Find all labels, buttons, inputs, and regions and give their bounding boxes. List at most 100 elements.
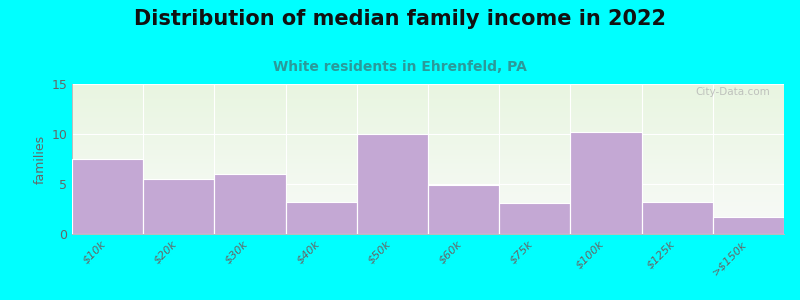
- Bar: [72, 154, 784, 155]
- Bar: [72, 159, 784, 160]
- Bar: [72, 125, 784, 126]
- Bar: [72, 139, 784, 140]
- Bar: [72, 176, 784, 177]
- Bar: [72, 100, 784, 101]
- Bar: [72, 198, 784, 199]
- Bar: [72, 209, 784, 210]
- Bar: [72, 193, 784, 194]
- Bar: [72, 173, 784, 174]
- Bar: [72, 140, 784, 141]
- Bar: [72, 85, 784, 86]
- Bar: [72, 91, 784, 92]
- Bar: [72, 195, 784, 196]
- Bar: [642, 202, 713, 234]
- Bar: [72, 113, 784, 114]
- Bar: [72, 148, 784, 149]
- Bar: [72, 117, 784, 118]
- Bar: [570, 132, 642, 234]
- Bar: [72, 197, 784, 198]
- Bar: [72, 179, 784, 180]
- Bar: [72, 210, 784, 211]
- Bar: [72, 191, 784, 192]
- Bar: [72, 177, 784, 178]
- Bar: [72, 106, 784, 107]
- Bar: [72, 156, 784, 157]
- Bar: [72, 204, 784, 205]
- Bar: [72, 172, 784, 173]
- Bar: [72, 144, 784, 145]
- Bar: [72, 211, 784, 212]
- Bar: [72, 155, 784, 156]
- Bar: [72, 142, 784, 143]
- Bar: [72, 185, 784, 186]
- Bar: [72, 130, 784, 131]
- Bar: [72, 103, 784, 104]
- Bar: [72, 86, 784, 87]
- Bar: [72, 123, 784, 124]
- Bar: [72, 128, 784, 129]
- Bar: [72, 137, 784, 138]
- Bar: [72, 160, 784, 161]
- Bar: [72, 192, 784, 193]
- Bar: [72, 118, 784, 119]
- Bar: [72, 151, 784, 152]
- Bar: [72, 222, 784, 223]
- Bar: [72, 116, 784, 117]
- Bar: [72, 215, 784, 216]
- Bar: [72, 153, 784, 154]
- Bar: [72, 152, 784, 153]
- Bar: [143, 179, 214, 234]
- Bar: [72, 93, 784, 94]
- Bar: [72, 163, 784, 164]
- Bar: [72, 165, 784, 166]
- Bar: [72, 171, 784, 172]
- Bar: [72, 203, 784, 204]
- Bar: [72, 104, 784, 105]
- Bar: [72, 121, 784, 122]
- Text: Distribution of median family income in 2022: Distribution of median family income in …: [134, 9, 666, 29]
- Bar: [72, 206, 784, 207]
- Bar: [72, 160, 784, 161]
- Bar: [72, 194, 784, 195]
- Bar: [72, 132, 784, 133]
- Bar: [72, 110, 784, 111]
- Bar: [72, 161, 784, 162]
- Bar: [72, 200, 784, 201]
- Bar: [72, 88, 784, 89]
- Bar: [72, 135, 784, 136]
- Bar: [72, 169, 784, 170]
- Bar: [72, 94, 784, 95]
- Bar: [72, 202, 784, 203]
- Bar: [72, 186, 784, 187]
- Bar: [72, 95, 784, 96]
- Text: City-Data.com: City-Data.com: [695, 87, 770, 97]
- Bar: [214, 174, 286, 234]
- Bar: [72, 108, 784, 109]
- Bar: [72, 218, 784, 219]
- Text: White residents in Ehrenfeld, PA: White residents in Ehrenfeld, PA: [273, 60, 527, 74]
- Bar: [72, 129, 784, 130]
- Bar: [72, 162, 784, 163]
- Bar: [72, 174, 784, 175]
- Bar: [72, 178, 784, 179]
- Bar: [72, 230, 784, 231]
- Bar: [72, 111, 784, 112]
- Bar: [72, 208, 784, 209]
- Bar: [72, 214, 784, 215]
- Bar: [72, 105, 784, 106]
- Bar: [72, 146, 784, 147]
- Bar: [72, 164, 784, 165]
- Bar: [72, 92, 784, 93]
- Bar: [72, 158, 784, 159]
- Bar: [72, 224, 784, 225]
- Bar: [72, 183, 784, 184]
- Bar: [72, 196, 784, 197]
- Bar: [72, 157, 784, 158]
- Bar: [72, 167, 784, 168]
- Bar: [72, 180, 784, 181]
- Bar: [72, 232, 784, 233]
- Bar: [72, 150, 784, 151]
- Bar: [72, 120, 784, 121]
- Bar: [72, 229, 784, 230]
- Bar: [72, 143, 784, 144]
